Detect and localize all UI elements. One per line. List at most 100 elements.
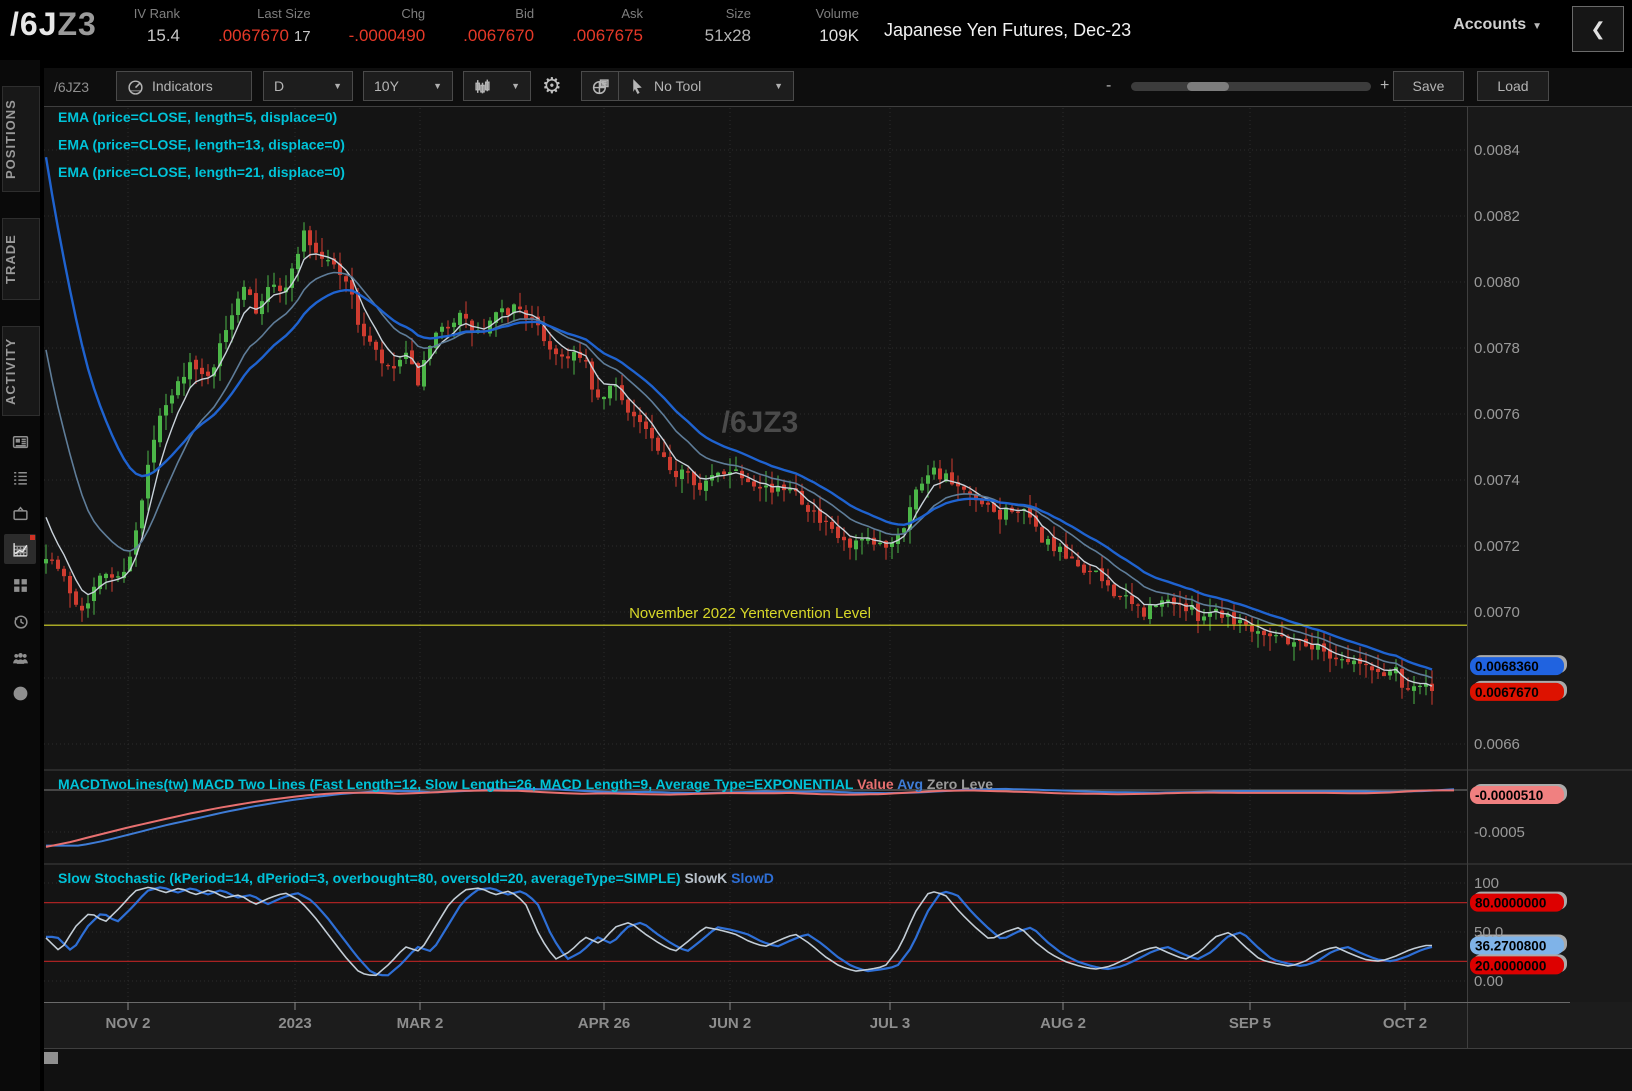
sidebar-people-icon[interactable] (4, 642, 36, 672)
sidebar-tab-positions[interactable]: POSITIONS (2, 86, 40, 192)
svg-text:0.0082: 0.0082 (1474, 208, 1520, 225)
grid-icon (12, 577, 29, 594)
svg-text:0.0078: 0.0078 (1474, 340, 1520, 357)
chart-type-dropdown[interactable]: ▼ (463, 71, 531, 101)
watchlist-icon (12, 469, 29, 486)
header-symbol: /6JZ3 (10, 6, 97, 43)
svg-text:JUL 3: JUL 3 (870, 1015, 911, 1032)
svg-text:0.0084: 0.0084 (1474, 142, 1520, 159)
load-button[interactable]: Load (1477, 71, 1549, 101)
help-icon: ? (12, 685, 29, 702)
chevron-down-icon: ▼ (1532, 21, 1542, 32)
collapse-panel-button[interactable]: ❮ (1572, 6, 1624, 52)
sidebar-news-icon[interactable] (4, 426, 36, 456)
svg-text:EMA (price=CLOSE, length=5, di: EMA (price=CLOSE, length=5, displace=0) (58, 109, 337, 125)
cursor-icon (629, 78, 646, 95)
zoom-slider-thumb[interactable] (1187, 82, 1229, 91)
plus-icon: + (1380, 77, 1389, 95)
svg-text:0.0067670: 0.0067670 (1475, 685, 1539, 700)
chart-background (44, 106, 1632, 1091)
stat-bid: Bid.0067670 (463, 4, 534, 49)
symbol-input[interactable] (52, 71, 112, 103)
stat-chg: Chg-.0000490 (349, 4, 426, 49)
indicators-gauge-icon (127, 78, 144, 95)
header-bar: /6JZ3 IV Rank15.4 Last Size.006767017 Chg-… (0, 0, 1632, 60)
load-label: Load (1497, 78, 1528, 94)
svg-text:JUN 2: JUN 2 (709, 1015, 752, 1032)
svg-text:NOV 2: NOV 2 (105, 1015, 150, 1032)
range-dropdown[interactable]: 10Y ▼ (363, 71, 453, 101)
stat-ask: Ask.0067675 (572, 4, 643, 49)
stat-volume: Volume109K (789, 4, 859, 49)
instrument-title: Japanese Yen Futures, Dec-23 (884, 20, 1131, 41)
svg-text:36.2700800: 36.2700800 (1475, 938, 1546, 953)
chart-toolbar: Indicators D ▼ 10Y ▼ ▼ ⚙ ▼ (44, 68, 1632, 107)
chevron-down-icon: ▼ (433, 81, 442, 91)
gear-icon: ⚙ (542, 73, 562, 99)
stat-size: Size51x28 (681, 4, 751, 49)
svg-text:-0.0005: -0.0005 (1474, 824, 1525, 841)
sidebar-tv-icon[interactable] (4, 498, 36, 528)
indicators-button[interactable]: Indicators (116, 71, 252, 101)
svg-text:0.0068360: 0.0068360 (1475, 659, 1539, 674)
sidebar-chart-icon[interactable] (4, 534, 36, 564)
sidebar-history-icon[interactable] (4, 606, 36, 636)
chart-watermark: /6JZ3 (722, 406, 799, 439)
svg-text:100: 100 (1474, 875, 1499, 892)
sidebar-watchlist-icon[interactable] (4, 462, 36, 492)
svg-text:0.0076: 0.0076 (1474, 406, 1520, 423)
stat-iv-rank: IV Rank15.4 (110, 4, 180, 49)
quote-stats-row: IV Rank15.4 Last Size.006767017 Chg-.00004… (110, 4, 859, 49)
tv-icon (12, 505, 29, 522)
svg-text:0.0080: 0.0080 (1474, 274, 1520, 291)
sidebar-grid-icon[interactable] (4, 570, 36, 600)
chart-canvas[interactable]: /6JZ3November 2022 Yentervention LevelEM… (44, 106, 1632, 1091)
macd-title: MACDTwoLines(tw) MACD Two Lines (Fast Le… (58, 776, 993, 792)
svg-text:0.00: 0.00 (1474, 973, 1503, 990)
chevron-down-icon: ▼ (333, 81, 342, 91)
news-icon (12, 433, 29, 450)
svg-text:-0.0000510: -0.0000510 (1475, 788, 1543, 803)
active-tool-dropdown[interactable]: No Tool ▼ (618, 71, 794, 101)
range-value: 10Y (374, 78, 399, 94)
svg-text:OCT 2: OCT 2 (1383, 1015, 1427, 1032)
chart-icon (12, 541, 29, 558)
svg-text:?: ? (17, 688, 23, 699)
timeframe-dropdown[interactable]: D ▼ (263, 71, 353, 101)
drawing-tools-icon (592, 78, 609, 95)
svg-text:0.0074: 0.0074 (1474, 472, 1520, 489)
accounts-label: Accounts (1453, 16, 1526, 33)
zoom-slider[interactable] (1131, 82, 1371, 91)
svg-text:SEP 5: SEP 5 (1229, 1015, 1271, 1032)
svg-text:0.0066: 0.0066 (1474, 736, 1520, 753)
sidebar-tab-trade[interactable]: TRADE (2, 218, 40, 300)
stat-last-size: Last Size.006767017 (218, 4, 311, 49)
people-icon (12, 649, 29, 666)
resize-handle[interactable] (44, 1052, 58, 1064)
sidebar-tab-activity[interactable]: ACTIVITY (2, 326, 40, 416)
settings-gear-button[interactable]: ⚙ (542, 71, 562, 101)
svg-text:EMA (price=CLOSE, length=21, d: EMA (price=CLOSE, length=21, displace=0) (58, 164, 345, 180)
zoom-out-button[interactable]: - (1106, 71, 1111, 101)
save-label: Save (1413, 78, 1445, 94)
bottom-strip (44, 1048, 1632, 1091)
svg-text:0.0072: 0.0072 (1474, 538, 1520, 555)
active-tool-value: No Tool (654, 78, 701, 94)
stochastic-title: Slow Stochastic (kPeriod=14, dPeriod=3, … (58, 870, 774, 886)
svg-text:APR 26: APR 26 (578, 1015, 631, 1032)
sidebar-help-icon[interactable]: ? (4, 678, 36, 708)
svg-text:AUG 2: AUG 2 (1040, 1015, 1086, 1032)
candlestick-chart-icon (474, 78, 491, 95)
svg-text:EMA (price=CLOSE, length=13, d: EMA (price=CLOSE, length=13, displace=0) (58, 137, 345, 153)
svg-text:80.0000000: 80.0000000 (1475, 896, 1546, 911)
chevron-down-icon: ▼ (511, 81, 520, 91)
zoom-in-button[interactable]: + (1380, 71, 1389, 101)
svg-text:0.0070: 0.0070 (1474, 604, 1520, 621)
save-button[interactable]: Save (1393, 71, 1464, 101)
left-sidebar: POSITIONS TRADE ACTIVITY? (0, 60, 40, 1091)
minus-icon: - (1106, 77, 1111, 95)
accounts-menu[interactable]: Accounts ▼ (1453, 16, 1542, 34)
svg-text:2023: 2023 (278, 1015, 311, 1032)
trading-app-window: /6JZ3 IV Rank15.4 Last Size.006767017 Chg-… (0, 0, 1632, 1091)
svg-text:MAR 2: MAR 2 (397, 1015, 444, 1032)
